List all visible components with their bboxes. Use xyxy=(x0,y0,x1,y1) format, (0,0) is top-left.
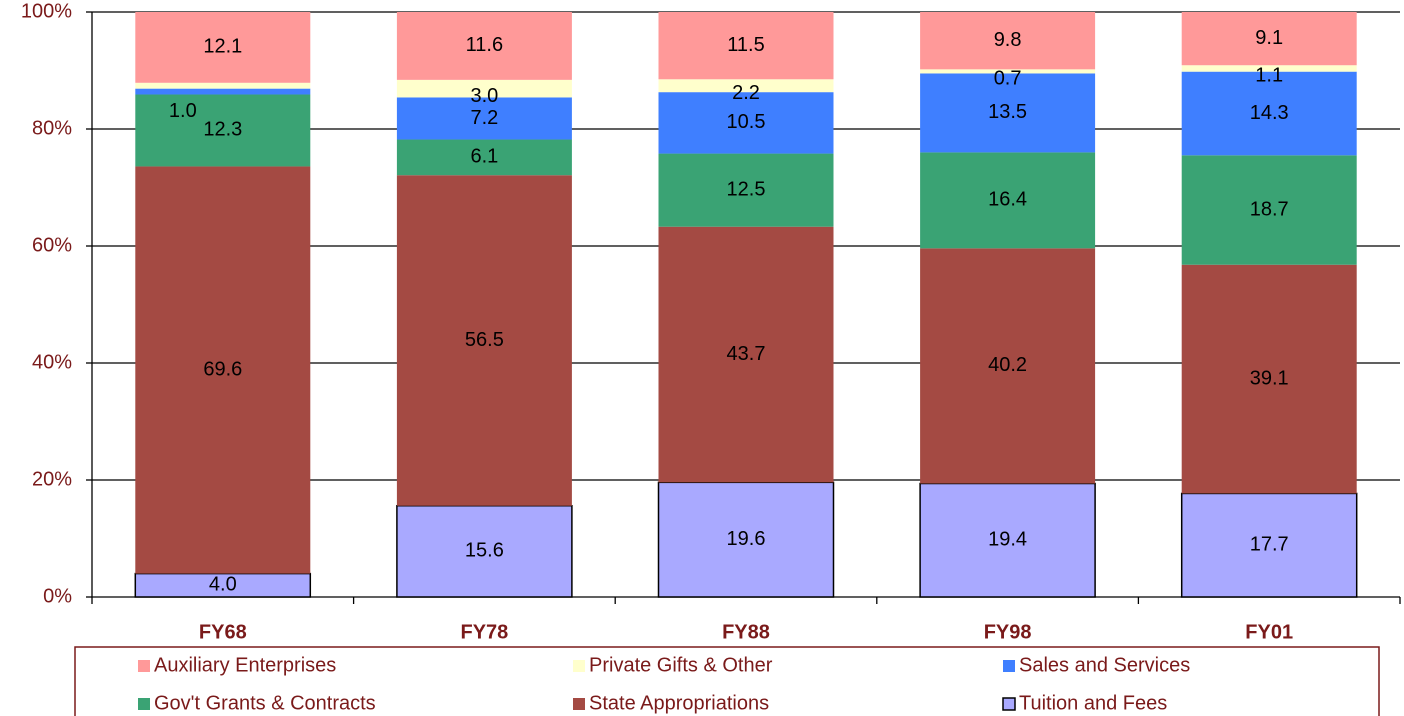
y-tick-label: 80% xyxy=(32,117,72,139)
bar-segment xyxy=(657,481,835,598)
data-label: 15.6 xyxy=(465,540,504,562)
data-label: 0.7 xyxy=(994,68,1022,90)
legend-label: Auxiliary Enterprises xyxy=(154,654,336,676)
y-tick-label: 20% xyxy=(32,468,72,490)
legend-label: Tuition and Fees xyxy=(1019,692,1167,714)
data-label: 12.5 xyxy=(727,178,766,200)
bar-segment xyxy=(396,175,572,506)
data-label: 12.3 xyxy=(203,119,242,141)
bar-segment xyxy=(1181,65,1357,72)
legend-label: Gov't Grants & Contracts xyxy=(154,692,376,714)
y-tick-label: 100% xyxy=(21,0,72,22)
bar-segment xyxy=(1181,264,1357,494)
data-label: 4.0 xyxy=(209,574,237,596)
y-tick-label: 60% xyxy=(32,234,72,256)
bar-segment xyxy=(396,79,572,98)
data-label: 39.1 xyxy=(1250,367,1289,389)
data-label: 19.4 xyxy=(988,529,1027,551)
bar-segment xyxy=(658,92,834,154)
data-label: 40.2 xyxy=(988,354,1027,376)
data-label: 43.7 xyxy=(727,343,766,365)
legend-swatch xyxy=(1003,660,1015,672)
data-label: 9.1 xyxy=(1255,27,1283,49)
x-tick-label: FY88 xyxy=(722,621,770,643)
bar-segment xyxy=(396,12,572,80)
bar-segment xyxy=(135,82,311,89)
bar-segment xyxy=(135,88,311,95)
x-tick-label: FY98 xyxy=(984,621,1032,643)
data-label: 11.6 xyxy=(466,34,503,56)
bar-segment xyxy=(1181,12,1357,66)
bar-segment xyxy=(919,482,1096,598)
legend-swatch xyxy=(1002,697,1016,711)
legend-swatch xyxy=(138,660,150,672)
data-label: 7.2 xyxy=(470,107,498,129)
bar-segment xyxy=(920,152,1096,249)
data-label: 13.5 xyxy=(988,101,1027,123)
bar-segment xyxy=(1181,155,1357,265)
data-label: 19.6 xyxy=(727,528,766,550)
legend-label: State Appropriations xyxy=(589,692,769,714)
bar-segment xyxy=(1180,492,1358,598)
data-label: 1.1 xyxy=(1255,65,1283,87)
legend-box xyxy=(74,646,1380,716)
bar-segment xyxy=(396,97,572,140)
bar-segment xyxy=(396,139,572,176)
bar-segment xyxy=(920,73,1096,153)
data-label: 17.7 xyxy=(1250,534,1289,556)
data-label: 56.5 xyxy=(465,329,504,351)
bar-segment xyxy=(658,79,834,93)
data-label: 10.5 xyxy=(727,111,766,133)
legend-swatch xyxy=(138,698,150,710)
data-label: 1.0 xyxy=(169,100,197,122)
data-label: 11.5 xyxy=(727,34,764,56)
bar-segment xyxy=(135,166,311,574)
data-label: 2.2 xyxy=(732,82,760,104)
bar-segment xyxy=(658,12,834,80)
x-tick-label: FY01 xyxy=(1245,621,1293,643)
bar-segment xyxy=(135,94,311,167)
y-tick-label: 0% xyxy=(43,585,72,607)
legend-label: Sales and Services xyxy=(1019,654,1190,676)
legend-label: Private Gifts & Other xyxy=(589,654,773,676)
data-label: 12.1 xyxy=(203,36,242,58)
bar-segment xyxy=(658,153,834,227)
legend-swatch xyxy=(573,698,585,710)
data-label: 69.6 xyxy=(203,358,242,380)
x-tick-label: FY78 xyxy=(460,621,508,643)
bar-segment xyxy=(920,12,1096,70)
y-tick-label: 40% xyxy=(32,351,72,373)
bar-segment xyxy=(1181,71,1357,156)
data-label: 16.4 xyxy=(988,189,1027,211)
data-label: 14.3 xyxy=(1250,102,1289,124)
data-label: 18.7 xyxy=(1250,198,1289,220)
data-label: 9.8 xyxy=(994,29,1022,51)
legend-swatch xyxy=(573,660,585,672)
data-label: 3.0 xyxy=(470,85,498,107)
data-label: 6.1 xyxy=(470,146,498,168)
bar-segment xyxy=(658,226,834,483)
bar-segment xyxy=(920,69,1096,74)
bar-segment xyxy=(135,12,311,83)
bar-segment xyxy=(920,248,1096,484)
x-tick-label: FY68 xyxy=(199,621,247,643)
